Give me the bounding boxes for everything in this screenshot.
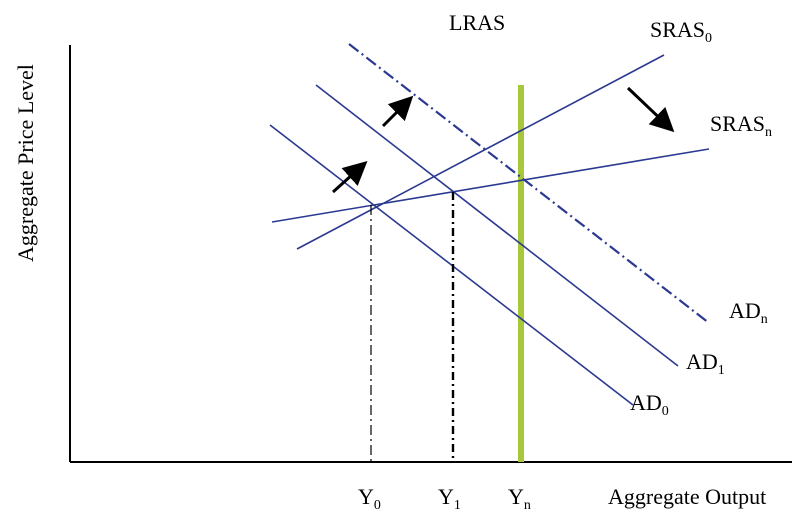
svg-text:Yn: Yn — [508, 484, 531, 513]
adn-curve — [348, 43, 710, 324]
svg-text:Y1: Y1 — [438, 484, 461, 513]
tick-label-y0: Y0 — [358, 484, 381, 513]
adn-label: ADn — [729, 298, 768, 327]
ad0-label: AD0 — [630, 390, 669, 419]
y-axis-label: Aggregate Price Level — [13, 64, 38, 262]
svg-text:SRAS0: SRAS0 — [650, 17, 712, 46]
ad0-curve — [269, 124, 634, 406]
svg-text:SRASn: SRASn — [710, 111, 772, 140]
svg-text:AD1: AD1 — [686, 349, 725, 378]
ad1-label: AD1 — [686, 349, 725, 378]
srasn-label: SRASn — [710, 111, 772, 140]
svg-text:ADn: ADn — [729, 298, 768, 327]
shift-arrow-2 — [381, 95, 414, 128]
shift-arrow-1 — [331, 160, 368, 194]
tick-label-yn: Yn — [508, 484, 531, 513]
x-axis-label: Aggregate Output — [608, 484, 766, 509]
ad1-curve — [315, 84, 679, 367]
svg-text:AD0: AD0 — [630, 390, 669, 419]
svg-text:Y0: Y0 — [358, 484, 381, 513]
sras0-curve — [296, 54, 665, 250]
lras-label: LRAS — [449, 10, 505, 35]
sras0-label: SRAS0 — [650, 17, 712, 46]
shift-arrow-3 — [626, 86, 675, 133]
tick-label-y1: Y1 — [438, 484, 461, 513]
srasn-curve — [271, 148, 710, 223]
